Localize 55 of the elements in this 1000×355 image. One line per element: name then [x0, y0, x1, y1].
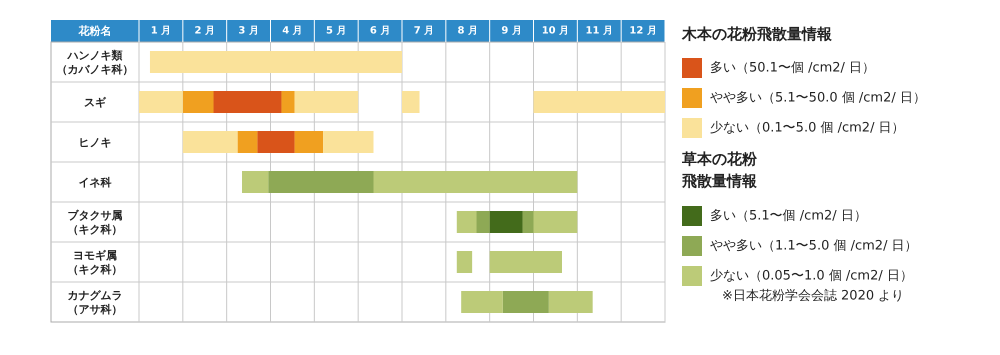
bar: [374, 171, 578, 193]
bar: [294, 91, 358, 113]
x-tick-label: 1 月: [150, 26, 172, 36]
bar: [461, 291, 503, 313]
x-tick-label: 7 月: [414, 26, 434, 36]
bar: [139, 91, 183, 113]
bar: [548, 291, 593, 313]
x-tick-label: 12 月: [629, 26, 657, 36]
x-tick-label: 8 月: [458, 26, 478, 36]
y-tick-label: ヨモギ属（キク科）: [68, 248, 122, 276]
bar: [502, 291, 549, 313]
bar: [490, 211, 523, 233]
legend-label: 少ない（0.1〜5.0 個 /cm2/ 日）: [710, 120, 905, 136]
y-tick-label: ハンノキ類（カバノキ科）: [56, 48, 134, 76]
bar: [323, 131, 374, 153]
bar: [476, 211, 490, 233]
y-tick-label: ヒノキ: [78, 136, 112, 148]
bar: [268, 171, 374, 193]
text: ※日本花粉学会会誌 2020 より: [722, 288, 904, 304]
bar: [182, 91, 214, 113]
text: 草本の花粉飛散量情報: [681, 150, 758, 190]
bar: [150, 51, 402, 73]
y-tick-label: ブタクサ属（キク科）: [68, 208, 122, 236]
bar: [456, 251, 472, 273]
x-tick-label: 5 月: [326, 26, 346, 36]
x-tick-label: 6 月: [370, 26, 390, 36]
x-tick-label: 9 月: [501, 26, 522, 36]
bar: [456, 211, 477, 233]
x-tick-label: 4 月: [282, 26, 303, 36]
bar: [242, 171, 268, 193]
bar: [182, 131, 238, 153]
y-tick-label: イネ科: [78, 176, 112, 188]
legend-label: 多い（50.1〜個 /cm2/ 日）: [710, 60, 876, 76]
x-tick-label: 3 月: [238, 26, 259, 36]
bar: [294, 131, 324, 153]
x-tick-label: 11 月: [586, 26, 613, 36]
bar: [490, 251, 562, 273]
y-axis-title: 花粉名: [78, 24, 112, 38]
bar: [522, 211, 534, 233]
bar: [534, 211, 578, 233]
legend-label: やや多い（5.1〜50.0 個 /cm2/ 日）: [710, 90, 926, 106]
y-tick-label: カナグムラ（アサ科）: [68, 288, 122, 316]
bar: [281, 91, 295, 113]
bar: [534, 91, 665, 113]
bar: [402, 91, 420, 113]
legend-title: 木本の花粉飛散量情報: [681, 25, 833, 43]
legend-label: 多い（5.1〜個 /cm2/ 日）: [710, 208, 867, 224]
x-tick-label: 10 月: [542, 26, 570, 36]
legend-label: やや多い（1.1〜5.0 個 /cm2/ 日）: [710, 238, 918, 254]
y-tick-label: スギ: [84, 96, 107, 108]
x-tick-label: 2 月: [194, 26, 215, 36]
bar: [214, 91, 282, 113]
legend-label: 少ない（0.05〜1.0 個 /cm2/ 日）: [710, 268, 913, 284]
bar: [257, 131, 295, 153]
bar: [238, 131, 258, 153]
